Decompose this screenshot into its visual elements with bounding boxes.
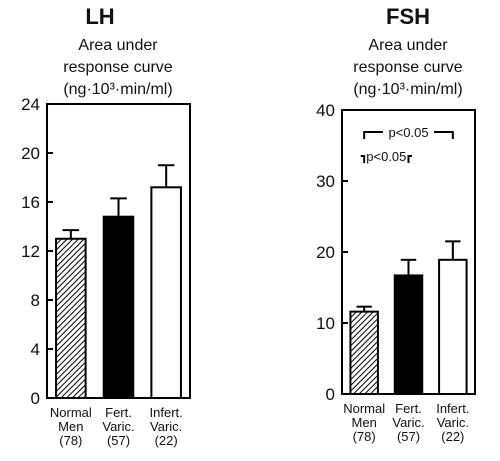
lh-bar-0: [55, 237, 87, 399]
fsh-subtitle-line-1: Area under: [368, 37, 448, 54]
lh-y-tick-label-2: 8: [31, 291, 40, 310]
fsh-category-label-2-2: (22): [441, 429, 464, 444]
lh-bar-1: [102, 215, 135, 399]
fsh-bar-0: [349, 310, 379, 396]
fsh-chart: FSH Area under response curve (ng·10³·mi…: [316, 4, 476, 444]
fsh-category-label-0-1: Men: [352, 415, 377, 430]
fsh-title: FSH: [386, 4, 430, 29]
lh-bar-2: [150, 186, 182, 399]
lh-category-label-2-1: Varic.: [150, 419, 182, 434]
fsh-bar-1: [393, 274, 424, 395]
lh-category-label-1-1: Varic.: [102, 419, 134, 434]
lh-subtitle-line-2: response curve: [63, 59, 172, 76]
lh-subtitle-line-3: (ng·10³·min/ml): [63, 81, 172, 98]
lh-y-tick-label-4: 16: [21, 193, 40, 212]
fsh-category-label-2-1: Varic.: [437, 415, 469, 430]
lh-category-label-1-2: (57): [107, 433, 130, 448]
fsh-category-label-2-0: Infert.: [436, 401, 469, 416]
fsh-significance-bracket-1: [360, 155, 412, 163]
lh-category-label-0-0: Normal: [50, 405, 92, 420]
fsh-y-tick-label-2: 20: [316, 243, 335, 262]
fsh-category-label-1-0: Fert.: [395, 401, 422, 416]
fsh-y-tick-label-4: 40: [316, 101, 335, 120]
fsh-category-label-1-2: (57): [397, 429, 420, 444]
lh-category-label-1-0: Fert.: [105, 405, 132, 420]
lh-y-tick-label-5: 20: [21, 144, 40, 163]
lh-category-label-2-0: Infert.: [150, 405, 183, 420]
lh-category-label-0-2: (78): [59, 433, 82, 448]
fsh-category-label-0-2: (78): [353, 429, 376, 444]
fsh-category-label-0-0: Normal: [343, 401, 385, 416]
fsh-y-tick-label-0: 0: [326, 385, 335, 404]
fsh-subtitle-line-2: response curve: [353, 59, 462, 76]
lh-y-tick-label-0: 0: [31, 389, 40, 408]
fsh-bar-2: [438, 258, 468, 395]
lh-title: LH: [85, 4, 114, 29]
fsh-subtitle-line-3: (ng·10³·min/ml): [353, 81, 462, 98]
fsh-significance-label-1: p<0.05: [366, 149, 406, 164]
fsh-significance-label-0: p<0.05: [388, 125, 428, 140]
lh-subtitle-line-1: Area under: [78, 37, 158, 54]
lh-chart: LH Area under response curve (ng·10³·min…: [21, 4, 191, 448]
lh-category-label-0-1: Men: [58, 419, 83, 434]
lh-y-tick-label-1: 4: [31, 340, 40, 359]
lh-y-tick-label-3: 12: [21, 242, 40, 261]
lh-y-tick-label-6: 24: [21, 95, 40, 114]
fsh-significance-bracket-0: [363, 131, 454, 139]
fsh-y-tick-label-1: 10: [316, 314, 335, 333]
fsh-category-label-1-1: Varic.: [392, 415, 424, 430]
fsh-y-tick-label-3: 30: [316, 172, 335, 191]
lh-category-label-2-2: (22): [155, 433, 178, 448]
